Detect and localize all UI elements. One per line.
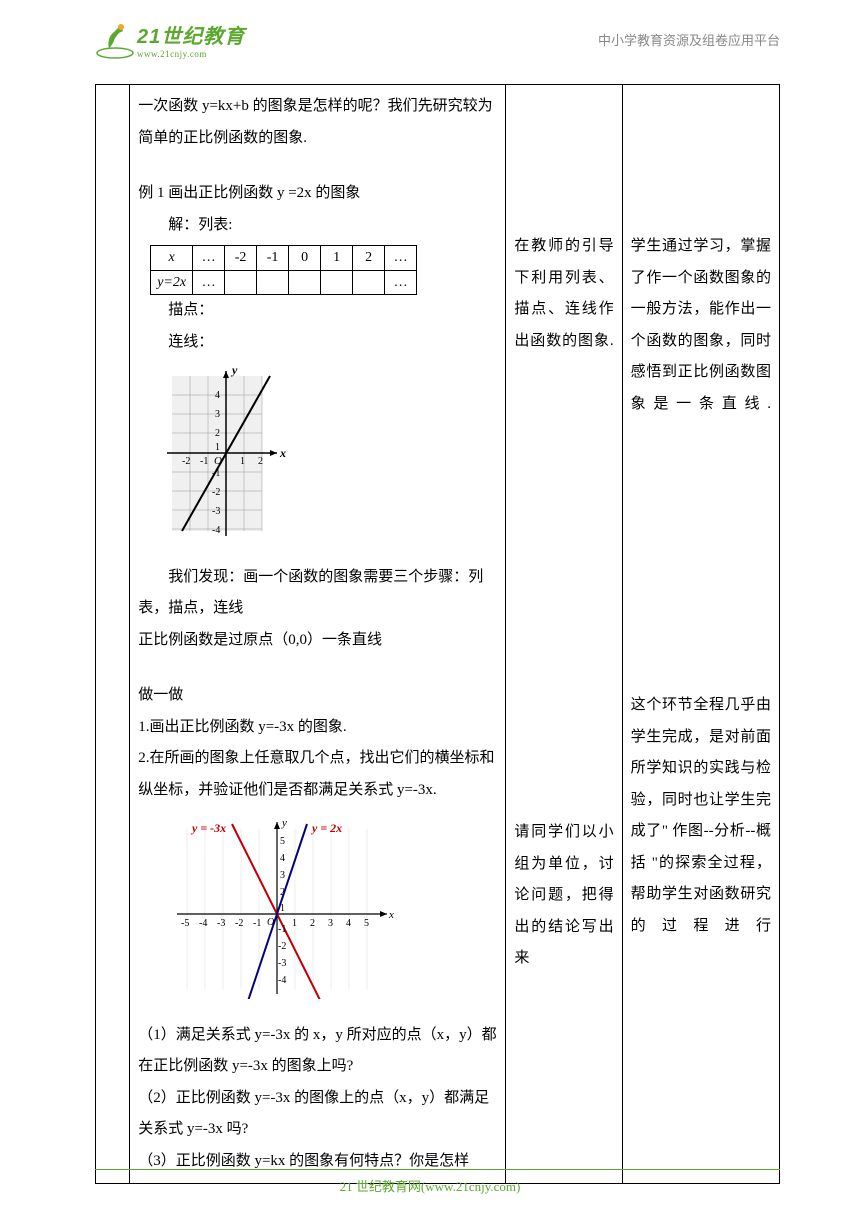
step-line: 连线：	[138, 327, 497, 359]
xy-table-header-row: x … -2 -1 0 1 2 …	[151, 246, 417, 271]
col-mid-content: 在教师的引导下利用列表、描点、连线作出函数的图象. 请同学们以小组为单位，讨论问…	[506, 85, 622, 1184]
svg-text:-5: -5	[181, 918, 189, 929]
td-y: y=2x	[151, 270, 193, 295]
svg-text:-2: -2	[212, 487, 220, 498]
svg-text:y = -3x: y = -3x	[190, 821, 226, 835]
mid-p2: 请同学们以小组为单位，讨论问题，把得出的结论写出来	[514, 817, 613, 975]
do-title: 做一做	[138, 680, 497, 712]
th-1: …	[193, 246, 225, 271]
svg-text:2: 2	[215, 428, 220, 439]
col-right-content: 学生通过学习，掌握了作一个函数图象的一般方法，能作出一个函数的图象，同时感悟到正…	[622, 85, 779, 1184]
graph2: y = -3x y = 2x y x O 5 4 3 2 1 -1 -2 -3 -4 -…	[162, 814, 497, 1012]
svg-text:-2: -2	[182, 456, 190, 467]
svg-text:x: x	[388, 909, 394, 921]
svg-text:O: O	[267, 917, 274, 928]
svg-text:-3: -3	[217, 918, 225, 929]
col-left-empty	[96, 85, 130, 1184]
td-6	[353, 270, 385, 295]
col-main-content: 一次函数 y=kx+b 的图象是怎样的呢？我们先研究较为简单的正比例函数的图象.…	[130, 85, 506, 1184]
logo: 21世纪教育 www.21cnjy.com	[95, 20, 245, 59]
footer-text: 21 世纪教育网(www.21cnjy.com)	[340, 1179, 521, 1194]
do-1: 1.画出正比例函数 y=-3x 的图象.	[138, 712, 497, 744]
do-2: 2.在所画的图象上任意取几个点，找出它们的横坐标和纵坐标，并验证他们是否都满足关…	[138, 743, 497, 806]
lesson-table: 一次函数 y=kx+b 的图象是怎样的呢？我们先研究较为简单的正比例函数的图象.…	[95, 84, 780, 1184]
td-3	[257, 270, 289, 295]
svg-text:-4: -4	[278, 975, 286, 986]
question-2: （2）正比例函数 y=-3x 的图像上的点（x，y）都满足关系式 y=-3x 吗…	[138, 1083, 497, 1146]
svg-text:-4: -4	[212, 525, 220, 536]
svg-text:-2: -2	[278, 941, 286, 952]
svg-text:3: 3	[328, 918, 333, 929]
logo-sub-text: www.21cnjy.com	[137, 49, 245, 59]
svg-text:-3: -3	[212, 506, 220, 517]
logo-main-text: 21世纪教育	[137, 20, 245, 49]
td-5	[321, 270, 353, 295]
svg-text:1: 1	[215, 442, 220, 453]
svg-text:-4: -4	[199, 918, 207, 929]
td-1: …	[193, 270, 225, 295]
graph1: y x O 4 3 2 1 -1 -2 -3 -4 -2 -1 1 2	[162, 366, 497, 554]
svg-text:y: y	[230, 366, 238, 377]
svg-text:y: y	[281, 817, 287, 829]
td-2	[225, 270, 257, 295]
svg-text:4: 4	[215, 390, 220, 401]
page-footer: 21 世纪教育网(www.21cnjy.com)	[0, 1161, 860, 1196]
svg-text:-1: -1	[278, 924, 286, 935]
step-dot: 描点：	[138, 295, 497, 327]
right-p1: 学生通过学习，掌握了作一个函数图象的一般方法，能作出一个函数的图象，同时感悟到正…	[631, 231, 771, 420]
svg-text:-3: -3	[278, 958, 286, 969]
logo-icon	[95, 21, 135, 59]
finding: 我们发现：画一个函数的图象需要三个步骤：列表，描点，连线	[138, 562, 497, 625]
xy-table: x … -2 -1 0 1 2 … y=2x … …	[150, 245, 417, 295]
svg-text:-1: -1	[200, 456, 208, 467]
th-4: 0	[289, 246, 321, 271]
svg-text:5: 5	[280, 836, 285, 847]
page-header: 21世纪教育 www.21cnjy.com 中小学教育资源及组卷应用平台	[0, 0, 860, 69]
svg-text:y = 2x: y = 2x	[310, 821, 342, 835]
svg-text:1: 1	[240, 456, 245, 467]
logo-text: 21世纪教育 www.21cnjy.com	[137, 20, 245, 59]
svg-text:-1: -1	[253, 918, 261, 929]
right-p2: 这个环节全程几乎由学生完成，是对前面所学知识的实践与检验，同时也让学生完成了" …	[631, 690, 771, 942]
content-area: 一次函数 y=kx+b 的图象是怎样的呢？我们先研究较为简单的正比例函数的图象.…	[95, 84, 780, 1184]
footer-divider	[95, 1169, 780, 1170]
svg-text:2: 2	[310, 918, 315, 929]
svg-text:5: 5	[364, 918, 369, 929]
solve-label: 解：列表:	[138, 210, 497, 242]
svg-text:-2: -2	[235, 918, 243, 929]
svg-text:3: 3	[280, 870, 285, 881]
example1-title: 例 1 画出正比例函数 y =2x 的图象	[138, 178, 497, 210]
th-6: 2	[353, 246, 385, 271]
svg-text:3: 3	[215, 409, 220, 420]
svg-text:2: 2	[280, 887, 285, 898]
svg-text:2: 2	[258, 456, 263, 467]
mid-p1: 在教师的引导下利用列表、描点、连线作出函数的图象.	[514, 231, 613, 357]
th-x: x	[151, 246, 193, 271]
svg-text:1: 1	[292, 918, 297, 929]
th-7: …	[385, 246, 417, 271]
xy-table-data-row: y=2x … …	[151, 270, 417, 295]
svg-text:x: x	[279, 446, 286, 460]
th-3: -1	[257, 246, 289, 271]
header-right-text: 中小学教育资源及组卷应用平台	[598, 30, 780, 49]
svg-text:1: 1	[280, 903, 285, 914]
th-2: -2	[225, 246, 257, 271]
svg-text:4: 4	[346, 918, 351, 929]
svg-text:O: O	[214, 455, 222, 467]
td-7: …	[385, 270, 417, 295]
td-4	[289, 270, 321, 295]
svg-text:-1: -1	[212, 468, 220, 479]
th-5: 1	[321, 246, 353, 271]
svg-text:4: 4	[280, 853, 285, 864]
question-1: （1）满足关系式 y=-3x 的 x，y 所对应的点（x，y）都在正比例函数 y…	[138, 1020, 497, 1083]
intro-para: 一次函数 y=kx+b 的图象是怎样的呢？我们先研究较为简单的正比例函数的图象.	[138, 91, 497, 154]
conclusion1: 正比例函数是过原点（0,0）一条直线	[138, 625, 497, 657]
